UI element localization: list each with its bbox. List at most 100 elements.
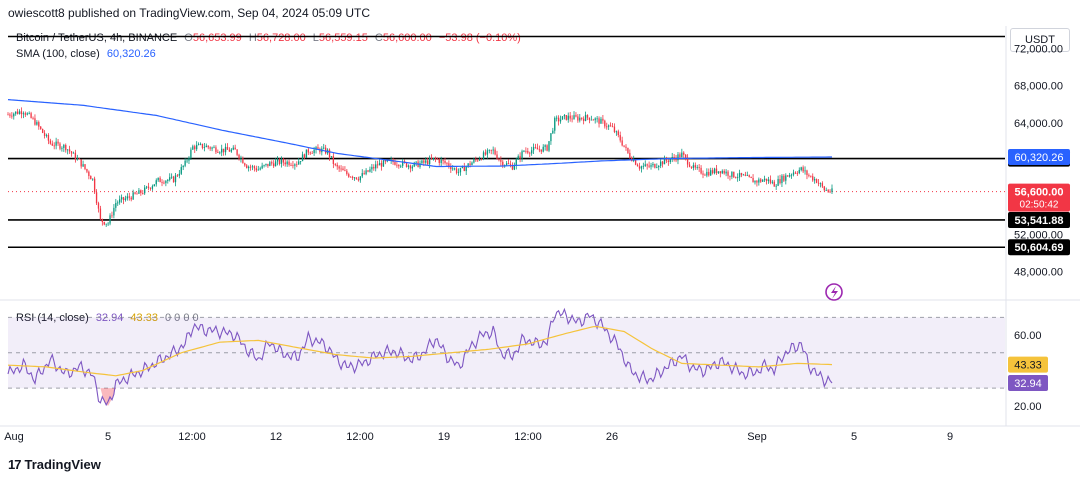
candle-body bbox=[748, 175, 750, 177]
candle-body bbox=[607, 125, 610, 127]
candle-body bbox=[821, 183, 824, 187]
symbol-legend[interactable]: Bitcoin / TetherUS, 4h, BINANCE O56,653.… bbox=[16, 32, 525, 44]
candle-body bbox=[554, 117, 556, 131]
candle-body bbox=[792, 172, 795, 175]
candle-body bbox=[209, 147, 211, 149]
candle-body bbox=[299, 161, 302, 162]
flash-icon[interactable] bbox=[825, 283, 843, 301]
candle-body bbox=[736, 177, 739, 179]
candle-body bbox=[715, 168, 718, 174]
ohlc-open: O56,653.99 bbox=[184, 32, 242, 44]
candle-body bbox=[669, 159, 671, 163]
candle-body bbox=[529, 152, 531, 154]
candle-body bbox=[465, 166, 467, 172]
candle-body bbox=[88, 171, 90, 176]
candle-body bbox=[396, 164, 398, 166]
candle-body bbox=[124, 198, 127, 201]
rsi-legend[interactable]: RSI (14, close) 32.94 43.33 0 0 0 0 bbox=[16, 312, 203, 324]
candle-body bbox=[634, 159, 637, 165]
candle-body bbox=[118, 199, 121, 203]
candle-body bbox=[550, 133, 552, 142]
candle-body bbox=[165, 180, 167, 184]
candle-body bbox=[482, 152, 485, 160]
rsi-label[interactable]: RSI (14, close) bbox=[16, 312, 89, 324]
candle-body bbox=[473, 159, 475, 163]
candle-body bbox=[661, 161, 664, 165]
candle-body bbox=[11, 115, 13, 117]
candle-body bbox=[767, 179, 770, 182]
level-price-label: 53,541.88 bbox=[1015, 215, 1064, 227]
candle-body bbox=[615, 131, 618, 133]
candle-body bbox=[686, 157, 689, 165]
candle-body bbox=[217, 152, 219, 153]
candle-body bbox=[357, 179, 360, 181]
candle-body bbox=[536, 147, 539, 150]
candle-body bbox=[140, 190, 142, 194]
candle-body bbox=[267, 163, 269, 167]
sma-label[interactable]: SMA (100, close) bbox=[16, 48, 100, 60]
last-price-badge bbox=[1008, 183, 1070, 212]
currency-button[interactable]: USDT bbox=[1010, 28, 1070, 52]
price-tick-label: 52,000.00 bbox=[1014, 229, 1063, 241]
symbol-name[interactable]: Bitcoin / TetherUS, 4h, BINANCE bbox=[16, 32, 178, 44]
candle-body bbox=[138, 190, 140, 194]
candle-body bbox=[663, 158, 666, 165]
candle-body bbox=[683, 152, 685, 155]
level-price-label: 50,604.69 bbox=[1015, 242, 1064, 254]
sma-legend[interactable]: SMA (100, close) 60,320.26 bbox=[16, 48, 160, 60]
candle-body bbox=[538, 149, 541, 151]
candle-body bbox=[494, 149, 496, 155]
candle-body bbox=[434, 158, 437, 159]
candle-body bbox=[448, 163, 450, 167]
candle-body bbox=[829, 191, 831, 193]
candle-body bbox=[783, 175, 785, 181]
candle-body bbox=[338, 166, 340, 169]
candle-body bbox=[195, 145, 198, 150]
candle-body bbox=[105, 223, 107, 225]
candle-body bbox=[658, 165, 660, 168]
candle-body bbox=[677, 154, 679, 161]
candle-body bbox=[117, 202, 119, 204]
candle-body bbox=[161, 182, 163, 183]
candle-body bbox=[182, 165, 184, 168]
price-tick-label: 68,000.00 bbox=[1014, 81, 1063, 93]
candle-body bbox=[563, 115, 566, 117]
candle-body bbox=[646, 164, 648, 166]
tradingview-brand[interactable]: 17 TradingView bbox=[8, 457, 101, 472]
candle-body bbox=[696, 167, 698, 168]
candle-body bbox=[30, 113, 32, 118]
candle-body bbox=[436, 158, 439, 160]
candle-body bbox=[762, 180, 764, 182]
candle-body bbox=[765, 178, 768, 182]
candle-body bbox=[207, 145, 209, 148]
sma-price-label: 60,320.26 bbox=[1015, 152, 1064, 164]
candle-body bbox=[313, 149, 315, 154]
candle-body bbox=[706, 171, 708, 176]
candle-body bbox=[407, 165, 410, 167]
candle-body bbox=[157, 177, 159, 181]
candle-body bbox=[400, 165, 402, 167]
candle-body bbox=[831, 188, 833, 192]
candle-body bbox=[68, 149, 71, 152]
candle-body bbox=[221, 148, 223, 153]
candle-body bbox=[415, 161, 417, 163]
candle-body bbox=[334, 163, 336, 165]
candle-body bbox=[530, 150, 533, 154]
candle-body bbox=[746, 175, 748, 177]
candle-body bbox=[488, 149, 490, 151]
candle-body bbox=[28, 113, 30, 115]
candle-body bbox=[611, 126, 614, 128]
candle-body bbox=[523, 150, 525, 152]
candle-body bbox=[378, 162, 381, 166]
candle-body bbox=[552, 130, 554, 134]
candle-body bbox=[717, 171, 720, 174]
candle-body bbox=[363, 173, 365, 175]
candle-body bbox=[567, 115, 569, 120]
ohlc-low: L56,559.15 bbox=[312, 32, 368, 44]
candle-body bbox=[234, 147, 236, 150]
candle-body bbox=[727, 171, 729, 176]
bar-countdown-label: 02:50:42 bbox=[1020, 200, 1059, 211]
candle-body bbox=[735, 177, 737, 179]
candle-body bbox=[120, 197, 123, 200]
